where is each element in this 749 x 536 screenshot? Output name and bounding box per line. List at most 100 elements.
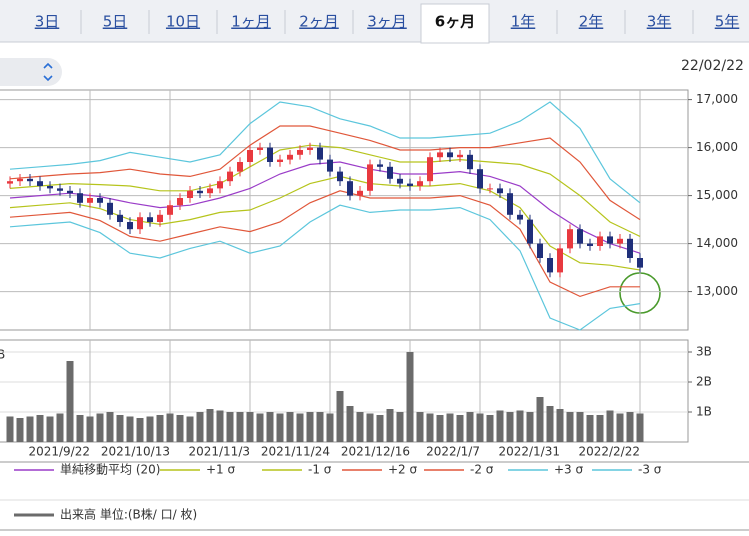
x-tick-label: 2021/11/3: [188, 445, 250, 459]
volume-bar: [176, 415, 184, 442]
y-tick-label: 3B: [696, 345, 712, 359]
volume-bar: [386, 409, 394, 442]
candle-body: [237, 162, 243, 172]
volume-bar: [236, 412, 244, 442]
candle-body: [627, 238, 633, 258]
volume-bar: [126, 416, 134, 442]
tab[interactable]: 6ヶ月: [435, 13, 475, 31]
volume-bar: [456, 415, 464, 442]
legend-label: +2 σ: [388, 463, 418, 477]
volume-bar: [496, 410, 504, 442]
candle-body: [247, 150, 253, 162]
candle-body: [167, 205, 173, 215]
candle-body: [337, 171, 343, 182]
candle-body: [487, 188, 493, 190]
candle-body: [47, 186, 53, 189]
volume-bar: [326, 413, 334, 442]
volume-bar: [226, 412, 234, 442]
candle-body: [427, 157, 433, 182]
candle-body: [407, 183, 413, 186]
volume-bar: [466, 412, 474, 442]
tab[interactable]: 2ヶ月: [299, 13, 339, 31]
candle-body: [637, 258, 643, 268]
date: 22/02/22: [681, 58, 744, 74]
x-tick-label: 2022/2/22: [578, 445, 640, 459]
x-tick-label: 2022/1/7: [426, 445, 480, 459]
tab[interactable]: 3年: [647, 13, 672, 31]
tab[interactable]: 3ヶ月: [367, 13, 407, 31]
candle-body: [517, 214, 523, 220]
candle-body: [357, 190, 363, 196]
band-line: [9, 190, 640, 298]
volume-bar: [376, 415, 384, 442]
candle-body: [77, 193, 83, 203]
volume-bar: [206, 409, 214, 442]
x-tick-label: 2021/11/24: [261, 445, 330, 459]
volume-bar: [316, 412, 324, 442]
candle-body: [577, 229, 583, 244]
candle-body: [227, 171, 233, 182]
volume-bar: [556, 409, 564, 442]
tab[interactable]: 5年: [715, 13, 740, 31]
volume-bar: [526, 412, 534, 442]
candle-body: [7, 181, 13, 184]
volume-bar: [296, 413, 304, 442]
candle-body: [317, 147, 323, 160]
tab[interactable]: 1年: [511, 13, 536, 31]
candle-body: [527, 219, 533, 244]
volume-bar: [566, 412, 574, 442]
volume-bar: [96, 413, 104, 442]
volume-bar: [276, 413, 284, 442]
candle-body: [417, 181, 423, 186]
tab-bar: [0, 0, 749, 42]
candle-body: [437, 152, 443, 158]
candle-body: [37, 181, 43, 186]
price-panel: [0, 89, 689, 331]
volume-bar: [396, 412, 404, 442]
legend-label: 単純移動平均 (20): [60, 463, 160, 477]
volume-bar: [506, 412, 514, 442]
candle-body: [97, 198, 103, 203]
candle-body: [307, 147, 313, 150]
volume-bar: [606, 410, 614, 442]
volume-bar: [266, 412, 274, 442]
volume-bar: [426, 413, 434, 442]
y-tick-label: 15,000: [696, 188, 738, 202]
x-tick-label: 2022/1/31: [498, 445, 560, 459]
select-icon: [43, 62, 53, 82]
tab[interactable]: 3日: [35, 13, 60, 31]
period-select[interactable]: [0, 58, 62, 86]
candle-body: [567, 229, 573, 249]
volume-bar: [196, 412, 204, 442]
tab[interactable]: 5日: [103, 13, 128, 31]
candle-body: [277, 159, 283, 162]
volume-bar: [336, 391, 344, 442]
candle-body: [557, 248, 563, 273]
tab[interactable]: 10日: [166, 13, 200, 31]
legend-label: +1 σ: [206, 463, 236, 477]
candle-body: [127, 222, 133, 230]
volume-bar: [146, 416, 154, 442]
volume-bar: [46, 416, 54, 442]
candle-body: [217, 181, 223, 189]
volume-bar: [256, 413, 264, 442]
tab-active-bg: [420, 3, 490, 44]
candle-body: [197, 190, 203, 194]
legend-label: -2 σ: [470, 463, 494, 477]
panel-tag: B: [0, 348, 5, 362]
candle-body: [107, 202, 113, 215]
volume-bar: [406, 352, 414, 442]
volume-bar: [56, 413, 64, 442]
candle-body: [597, 236, 603, 246]
candle-body: [547, 258, 553, 273]
volume-bar: [36, 415, 44, 442]
volume-bar: [286, 412, 294, 442]
band-line: [9, 101, 641, 204]
candle-body: [447, 152, 453, 158]
tab[interactable]: 2年: [579, 13, 604, 31]
volume-bar: [636, 413, 644, 442]
volume-bar: [306, 412, 314, 442]
candle-body: [287, 154, 293, 160]
tab[interactable]: 1ヶ月: [231, 13, 271, 31]
